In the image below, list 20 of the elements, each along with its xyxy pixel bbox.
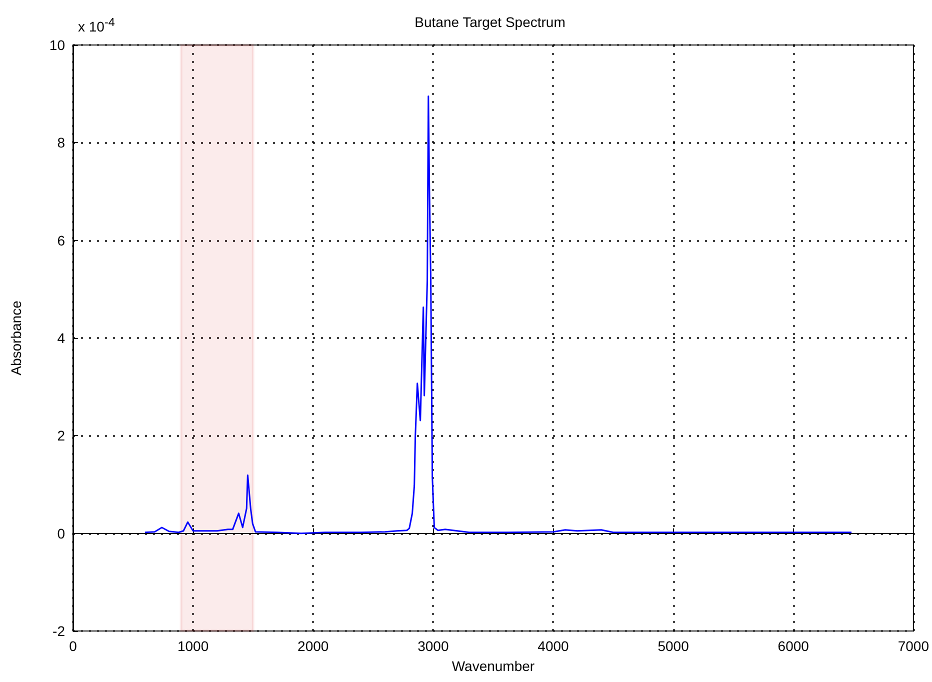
chart-title: Butane Target Spectrum: [414, 14, 566, 30]
y-axis-title: Absorbance: [8, 300, 24, 376]
x-axis-title: Wavenumber: [452, 658, 535, 674]
y-tick-label: 10: [49, 37, 66, 53]
x-tick-label: 1000: [177, 638, 209, 654]
x-tick-label: 6000: [778, 638, 810, 654]
x-tick-label: 5000: [658, 638, 690, 654]
y-tick-label: 0: [57, 525, 66, 542]
x-tick-label: 2000: [298, 638, 329, 654]
line-series: [144, 96, 852, 534]
y-tick-label: 2: [57, 428, 66, 444]
y-tick-label: 8: [57, 134, 66, 151]
text: x 10$^{-4}$: [78, 16, 115, 35]
y-tick-label: 4: [57, 330, 66, 346]
x-tick-label: 3000: [418, 638, 449, 654]
x-tick-label: 0: [69, 638, 78, 654]
x-tick-label: 4000: [538, 638, 570, 654]
y-tick-label: -2: [52, 623, 66, 639]
y-tick-label: 6: [57, 232, 66, 248]
x-tick-label: 7000: [898, 638, 930, 654]
